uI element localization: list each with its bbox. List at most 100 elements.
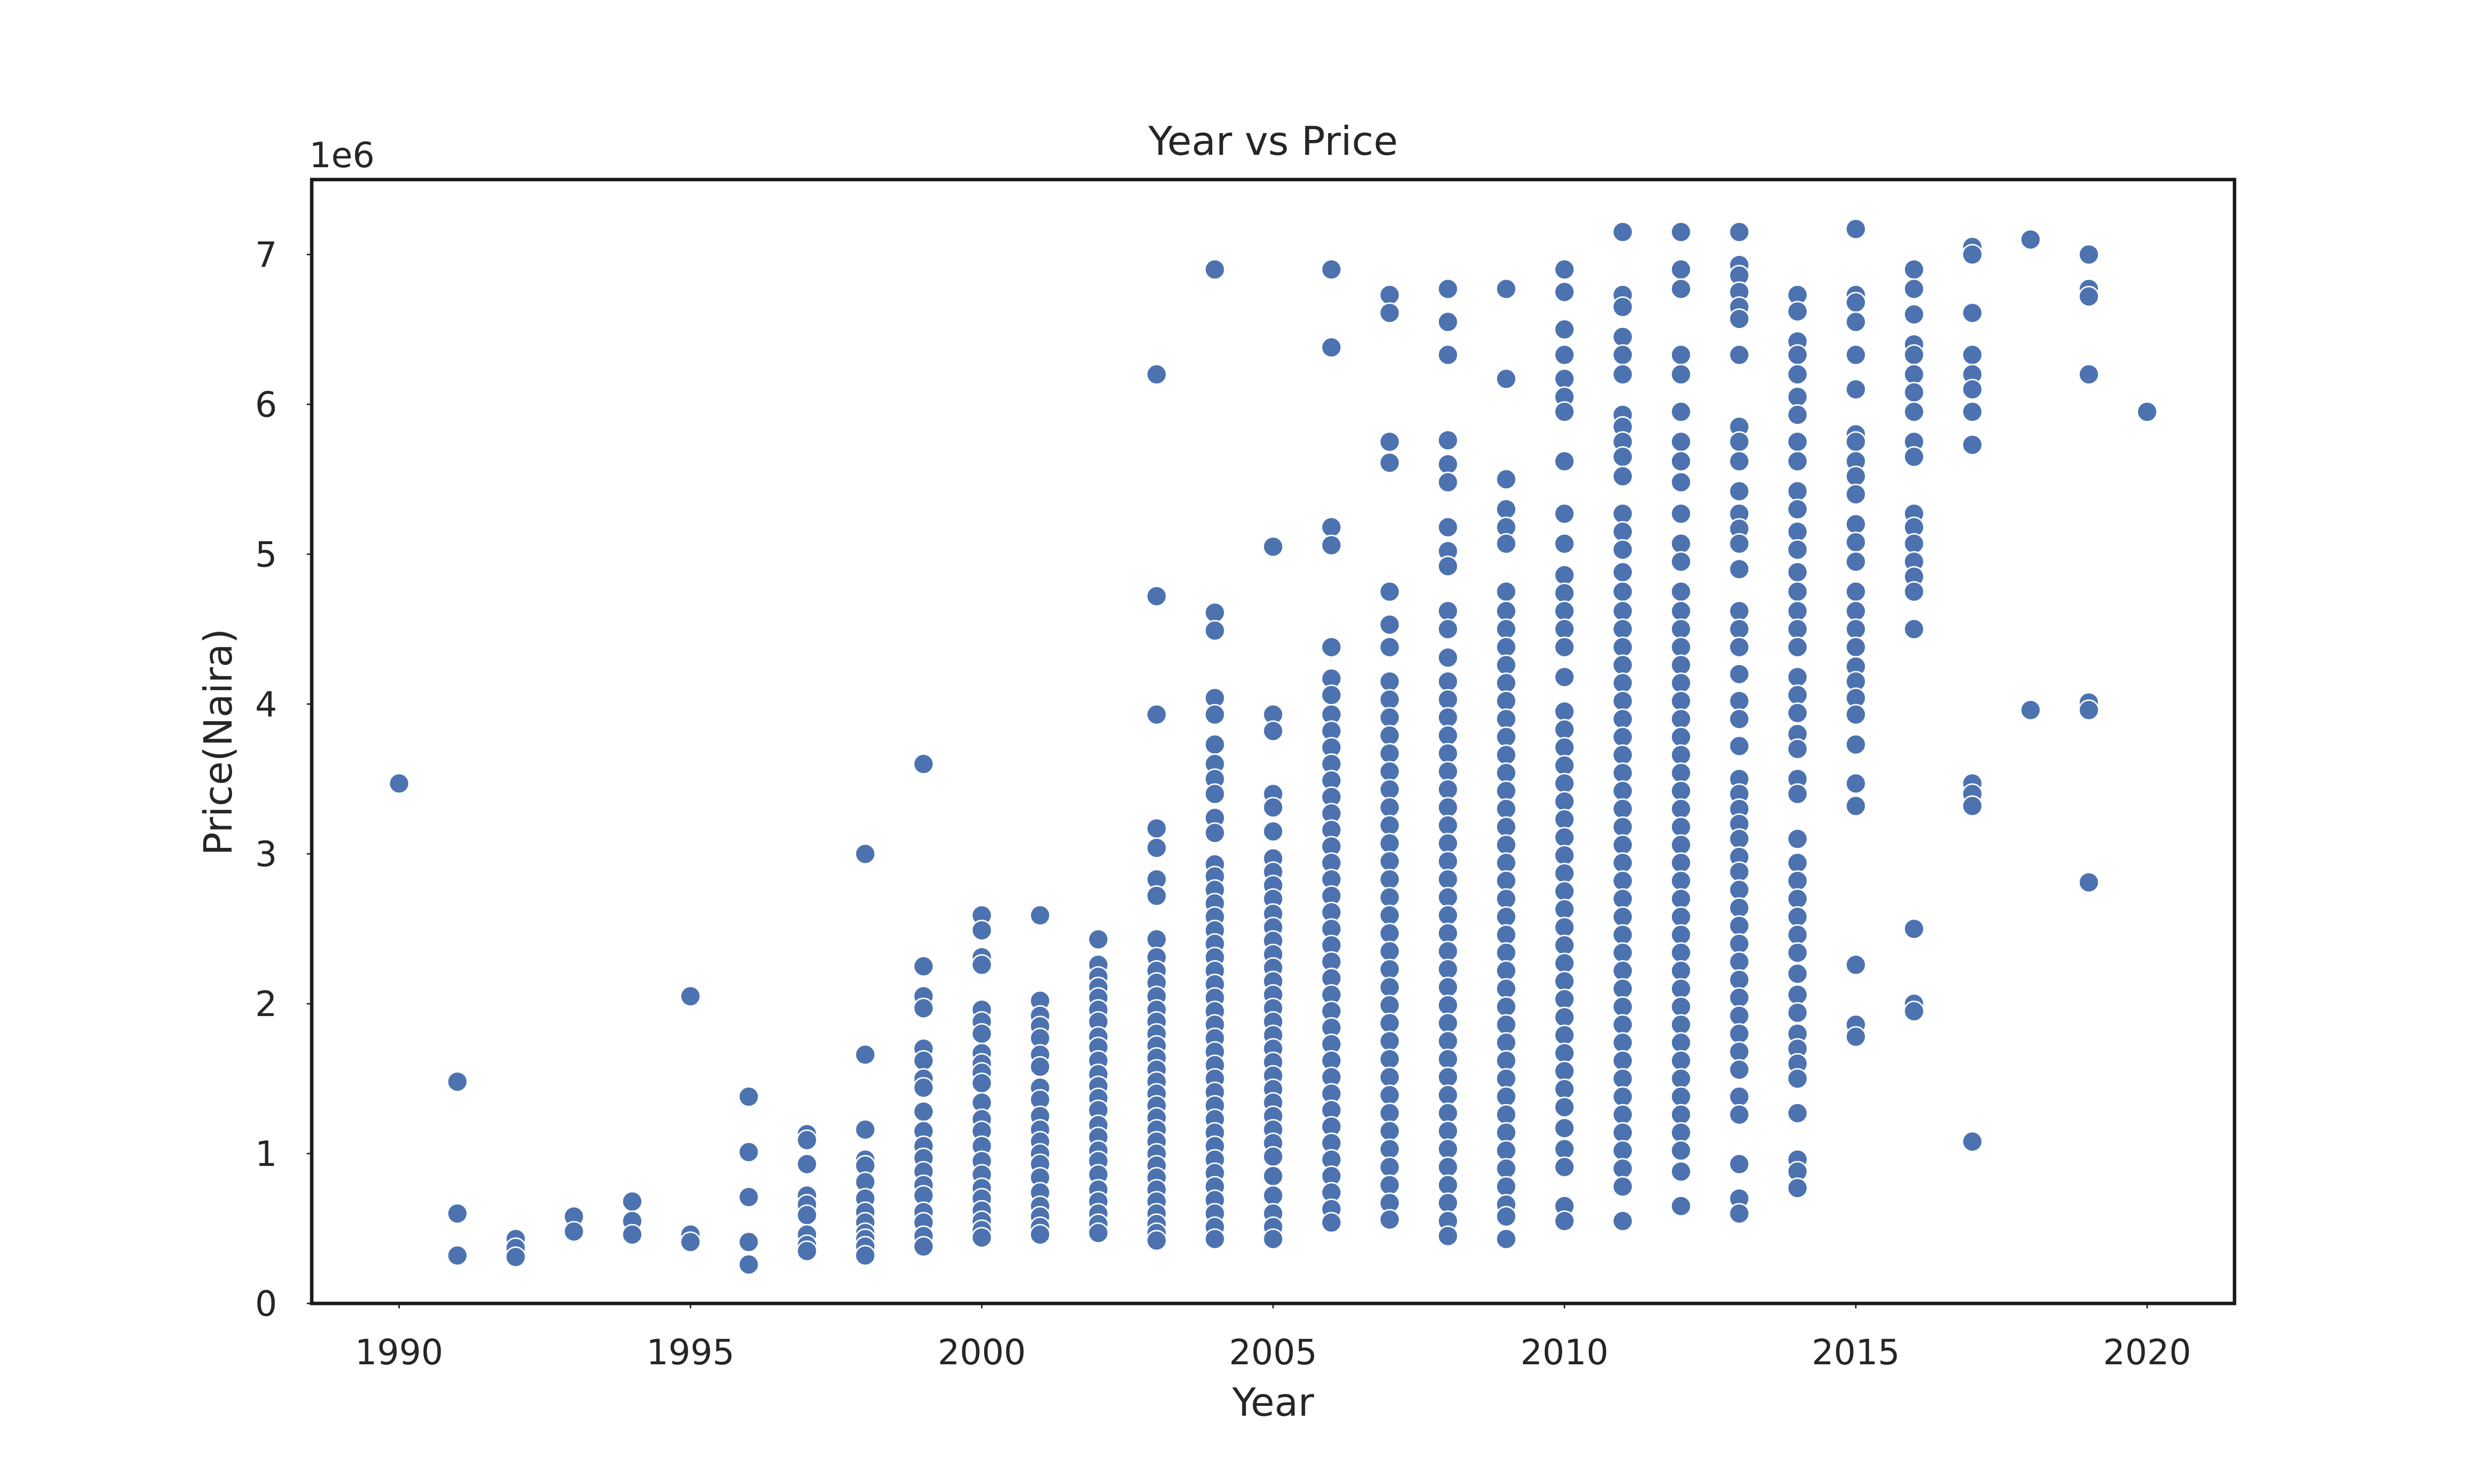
data-point-2009-31 xyxy=(1495,1032,1517,1054)
y-tick-label-2: 2 xyxy=(255,984,277,1024)
data-point-2001-0 xyxy=(1029,904,1051,926)
data-point-2015-25 xyxy=(1845,954,1867,975)
data-point-2011-15 xyxy=(1612,581,1633,603)
data-point-2019-5 xyxy=(2078,699,2100,721)
data-point-2009-27 xyxy=(1495,960,1517,981)
x-axis-label: Year xyxy=(1232,1381,1314,1425)
data-point-2009-35 xyxy=(1495,1104,1517,1125)
data-point-2010-3 xyxy=(1554,344,1575,366)
data-point-2016-9 xyxy=(1903,446,1925,467)
data-point-2005-29 xyxy=(1262,1165,1284,1187)
data-point-2007-28 xyxy=(1379,1048,1400,1070)
data-point-2013-6 xyxy=(1728,344,1750,366)
data-point-2011-3 xyxy=(1612,326,1633,348)
data-point-2007-15 xyxy=(1379,815,1400,836)
data-point-2012-39 xyxy=(1670,1068,1692,1090)
data-point-1996-2 xyxy=(738,1186,760,1208)
data-point-2019-3 xyxy=(2078,364,2100,385)
data-point-2009-14 xyxy=(1495,726,1517,748)
data-point-2015-13 xyxy=(1845,551,1867,572)
data-point-2010-34 xyxy=(1554,1024,1575,1046)
data-point-2009-18 xyxy=(1495,798,1517,820)
data-point-2008-3 xyxy=(1437,429,1459,451)
data-point-2013-10 xyxy=(1728,480,1750,502)
data-point-2008-29 xyxy=(1437,976,1459,998)
data-point-2013-19 xyxy=(1728,690,1750,712)
data-point-2010-39 xyxy=(1554,1117,1575,1139)
data-point-2015-7 xyxy=(1845,431,1867,453)
data-point-2009-32 xyxy=(1495,1050,1517,1071)
data-point-2011-18 xyxy=(1612,636,1633,658)
y-tick-label-0: 0 xyxy=(255,1284,277,1324)
data-point-2009-29 xyxy=(1495,996,1517,1018)
data-point-2008-24 xyxy=(1437,886,1459,908)
data-point-2011-27 xyxy=(1612,798,1633,820)
data-point-2013-34 xyxy=(1728,969,1750,991)
data-point-2016-19 xyxy=(1903,1000,1925,1022)
data-point-2008-12 xyxy=(1437,671,1459,693)
data-point-2008-34 xyxy=(1437,1067,1459,1088)
data-point-2015-9 xyxy=(1845,465,1867,487)
data-point-2010-40 xyxy=(1554,1138,1575,1160)
data-point-2003-3 xyxy=(1146,818,1167,839)
data-point-2012-12 xyxy=(1670,581,1692,603)
data-point-2010-9 xyxy=(1554,533,1575,555)
data-point-2007-31 xyxy=(1379,1102,1400,1124)
data-point-2015-3 xyxy=(1845,311,1867,333)
data-point-2013-13 xyxy=(1728,533,1750,555)
data-point-2014-18 xyxy=(1787,666,1808,688)
data-point-2006-2 xyxy=(1321,516,1342,538)
data-point-2003-4 xyxy=(1146,837,1167,859)
data-point-2009-22 xyxy=(1495,870,1517,892)
data-point-2010-6 xyxy=(1554,401,1575,422)
data-point-2011-36 xyxy=(1612,960,1633,981)
data-point-2007-12 xyxy=(1379,761,1400,783)
data-point-2005-33 xyxy=(1262,1228,1284,1250)
data-point-2006-4 xyxy=(1321,636,1342,658)
data-point-2012-43 xyxy=(1670,1140,1692,1161)
x-tick-label-2000: 2000 xyxy=(938,1332,1026,1373)
data-point-2014-24 xyxy=(1787,783,1808,805)
data-point-2008-28 xyxy=(1437,959,1459,980)
data-point-2005-5 xyxy=(1262,821,1284,842)
data-point-2009-2 xyxy=(1495,468,1517,490)
data-point-2011-38 xyxy=(1612,996,1633,1018)
data-point-2011-46 xyxy=(1612,1140,1633,1161)
data-point-2004-39 xyxy=(1204,1228,1226,1250)
data-point-2007-11 xyxy=(1379,742,1400,764)
data-point-2010-4 xyxy=(1554,368,1575,390)
data-point-2005-28 xyxy=(1262,1146,1284,1167)
data-point-2008-36 xyxy=(1437,1102,1459,1124)
data-point-2000-10 xyxy=(971,1072,993,1094)
data-point-1996-4 xyxy=(738,1253,760,1275)
data-point-2010-37 xyxy=(1554,1078,1575,1100)
data-point-2015-22 xyxy=(1845,734,1867,755)
data-point-2010-19 xyxy=(1554,755,1575,776)
data-point-2015-14 xyxy=(1845,581,1867,603)
data-point-2012-26 xyxy=(1670,834,1692,856)
data-point-2006-0 xyxy=(1321,259,1342,280)
data-point-2016-12 xyxy=(1903,533,1925,555)
data-point-2013-41 xyxy=(1728,1104,1750,1125)
data-point-2009-23 xyxy=(1495,888,1517,910)
data-point-2010-29 xyxy=(1554,934,1575,956)
data-point-2007-9 xyxy=(1379,707,1400,728)
data-point-2011-35 xyxy=(1612,942,1633,964)
data-point-2006-1 xyxy=(1321,336,1342,358)
data-point-1999-18 xyxy=(913,1236,934,1257)
data-point-2009-13 xyxy=(1495,708,1517,730)
data-point-2007-19 xyxy=(1379,886,1400,908)
data-point-2016-15 xyxy=(1903,581,1925,603)
data-point-2007-22 xyxy=(1379,940,1400,962)
y-tick-label-3: 3 xyxy=(255,834,277,875)
data-point-2008-25 xyxy=(1437,904,1459,926)
data-point-2007-18 xyxy=(1379,869,1400,890)
data-point-2012-17 xyxy=(1670,672,1692,694)
data-point-2014-30 xyxy=(1787,924,1808,946)
data-point-2005-2 xyxy=(1262,720,1284,742)
y-offset-label: 1e6 xyxy=(309,135,375,176)
data-point-2009-28 xyxy=(1495,978,1517,1000)
data-point-2008-41 xyxy=(1437,1192,1459,1214)
x-ticks: 1990 1995 2000 2005 2010 2015 2020 xyxy=(355,1303,2191,1373)
data-point-2008-11 xyxy=(1437,647,1459,668)
